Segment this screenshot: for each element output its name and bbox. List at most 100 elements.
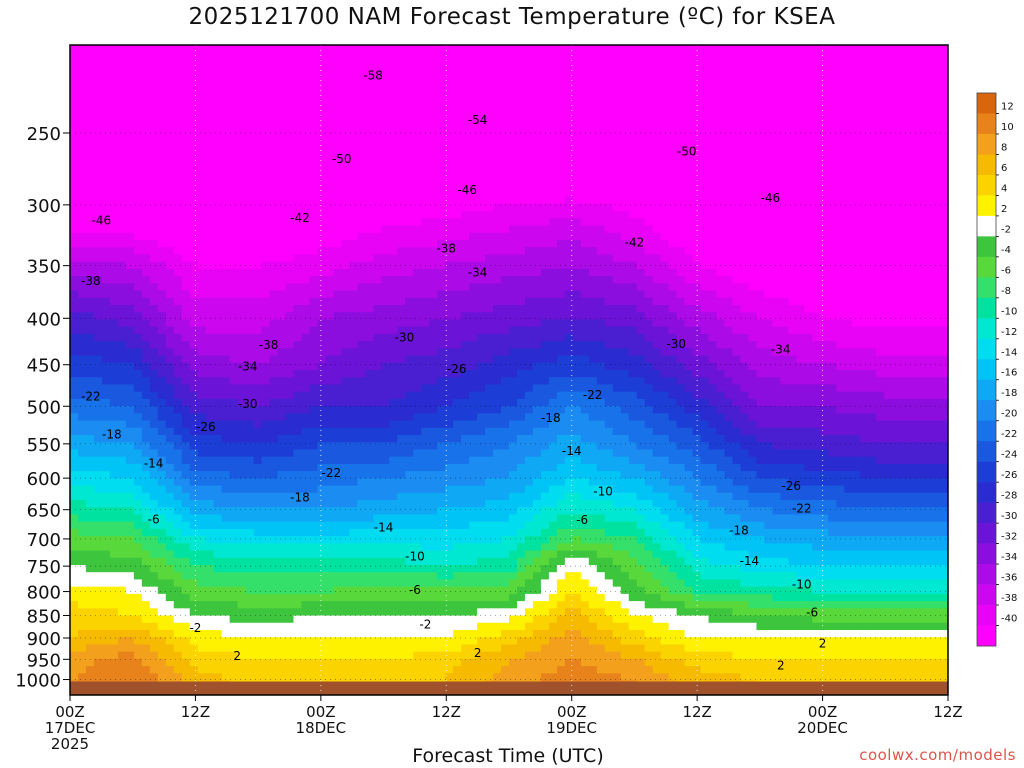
heatmap-cell — [357, 204, 366, 212]
heatmap-cell — [333, 312, 342, 320]
heatmap-cell — [804, 182, 813, 190]
heatmap-cell — [693, 182, 702, 190]
heatmap-cell — [198, 233, 207, 241]
heatmap-cell — [110, 139, 119, 147]
heatmap-cell — [868, 74, 877, 82]
heatmap-cell — [661, 117, 670, 125]
heatmap-cell — [373, 269, 382, 277]
heatmap-cell — [373, 363, 382, 371]
heatmap-cell — [333, 182, 342, 190]
heatmap-cell — [246, 139, 255, 147]
heatmap-cell — [916, 211, 925, 219]
heatmap-cell — [246, 226, 255, 234]
heatmap-cell — [748, 254, 757, 262]
heatmap-cell — [533, 103, 542, 111]
heatmap-cell — [780, 59, 789, 67]
heatmap-cell — [597, 356, 606, 364]
heatmap-cell — [317, 139, 326, 147]
heatmap-cell — [182, 204, 191, 212]
heatmap-cell — [381, 327, 390, 335]
heatmap-cell — [397, 175, 406, 183]
heatmap-cell — [701, 168, 710, 176]
heatmap-cell — [150, 363, 159, 371]
heatmap-cell — [469, 211, 478, 219]
heatmap-cell — [820, 291, 829, 299]
heatmap-cell — [198, 269, 207, 277]
heatmap-cell — [190, 254, 199, 262]
heatmap-cell — [206, 96, 215, 104]
heatmap-cell — [389, 233, 398, 241]
heatmap-cell — [397, 370, 406, 378]
heatmap-cell — [820, 81, 829, 89]
heatmap-cell — [764, 139, 773, 147]
heatmap-cell — [725, 189, 734, 197]
heatmap-cell — [309, 197, 318, 205]
heatmap-cell — [908, 117, 917, 125]
heatmap-cell — [278, 45, 287, 53]
heatmap-cell — [605, 132, 614, 140]
heatmap-cell — [309, 67, 318, 75]
heatmap-cell — [174, 161, 183, 169]
heatmap-cell — [190, 146, 199, 154]
heatmap-cell — [876, 276, 885, 284]
heatmap-cell — [621, 161, 630, 169]
heatmap-cell — [589, 146, 598, 154]
heatmap-cell — [780, 363, 789, 371]
heatmap-cell — [597, 110, 606, 118]
heatmap-cell — [301, 88, 310, 96]
heatmap-cell — [812, 132, 821, 140]
heatmap-cell — [756, 67, 765, 75]
heatmap-cell — [461, 197, 470, 205]
heatmap-cell — [549, 153, 558, 161]
heatmap-cell — [214, 356, 223, 364]
heatmap-cell — [828, 153, 837, 161]
heatmap-cell — [621, 298, 630, 306]
heatmap-cell — [796, 312, 805, 320]
heatmap-cell — [477, 45, 486, 53]
heatmap-cell — [509, 52, 518, 60]
heatmap-cell — [860, 74, 869, 82]
heatmap-cell — [206, 327, 215, 335]
heatmap-cell — [892, 168, 901, 176]
heatmap-cell — [581, 218, 590, 226]
heatmap-cell — [709, 153, 718, 161]
heatmap-cell — [293, 175, 302, 183]
heatmap-cell — [573, 81, 582, 89]
heatmap-cell — [453, 117, 462, 125]
heatmap-cell — [637, 327, 646, 335]
heatmap-cell — [238, 211, 247, 219]
heatmap-cell — [413, 276, 422, 284]
heatmap-cell — [860, 254, 869, 262]
heatmap-cell — [533, 67, 542, 75]
heatmap-cell — [333, 370, 342, 378]
heatmap-cell — [246, 211, 255, 219]
heatmap-cell — [533, 298, 542, 306]
heatmap-cell — [868, 175, 877, 183]
heatmap-cell — [174, 59, 183, 67]
heatmap-cell — [701, 153, 710, 161]
heatmap-cell — [876, 117, 885, 125]
heatmap-cell — [78, 211, 87, 219]
heatmap-cell — [549, 189, 558, 197]
heatmap-cell — [637, 298, 646, 306]
heatmap-cell — [309, 327, 318, 335]
heatmap-cell — [756, 276, 765, 284]
heatmap-cell — [924, 334, 933, 342]
heatmap-cell — [828, 110, 837, 118]
heatmap-cell — [916, 254, 925, 262]
heatmap-cell — [597, 312, 606, 320]
heatmap-cell — [118, 348, 127, 356]
heatmap-cell — [70, 247, 79, 255]
heatmap-cell — [788, 168, 797, 176]
heatmap-cell — [820, 305, 829, 313]
heatmap-cell — [142, 262, 151, 270]
heatmap-cell — [924, 103, 933, 111]
heatmap-cell — [756, 254, 765, 262]
heatmap-cell — [150, 139, 159, 147]
heatmap-cell — [118, 182, 127, 190]
heatmap-cell — [900, 233, 909, 241]
heatmap-cell — [254, 88, 263, 96]
heatmap-cell — [254, 139, 263, 147]
heatmap-cell — [142, 103, 151, 111]
heatmap-cell — [405, 139, 414, 147]
